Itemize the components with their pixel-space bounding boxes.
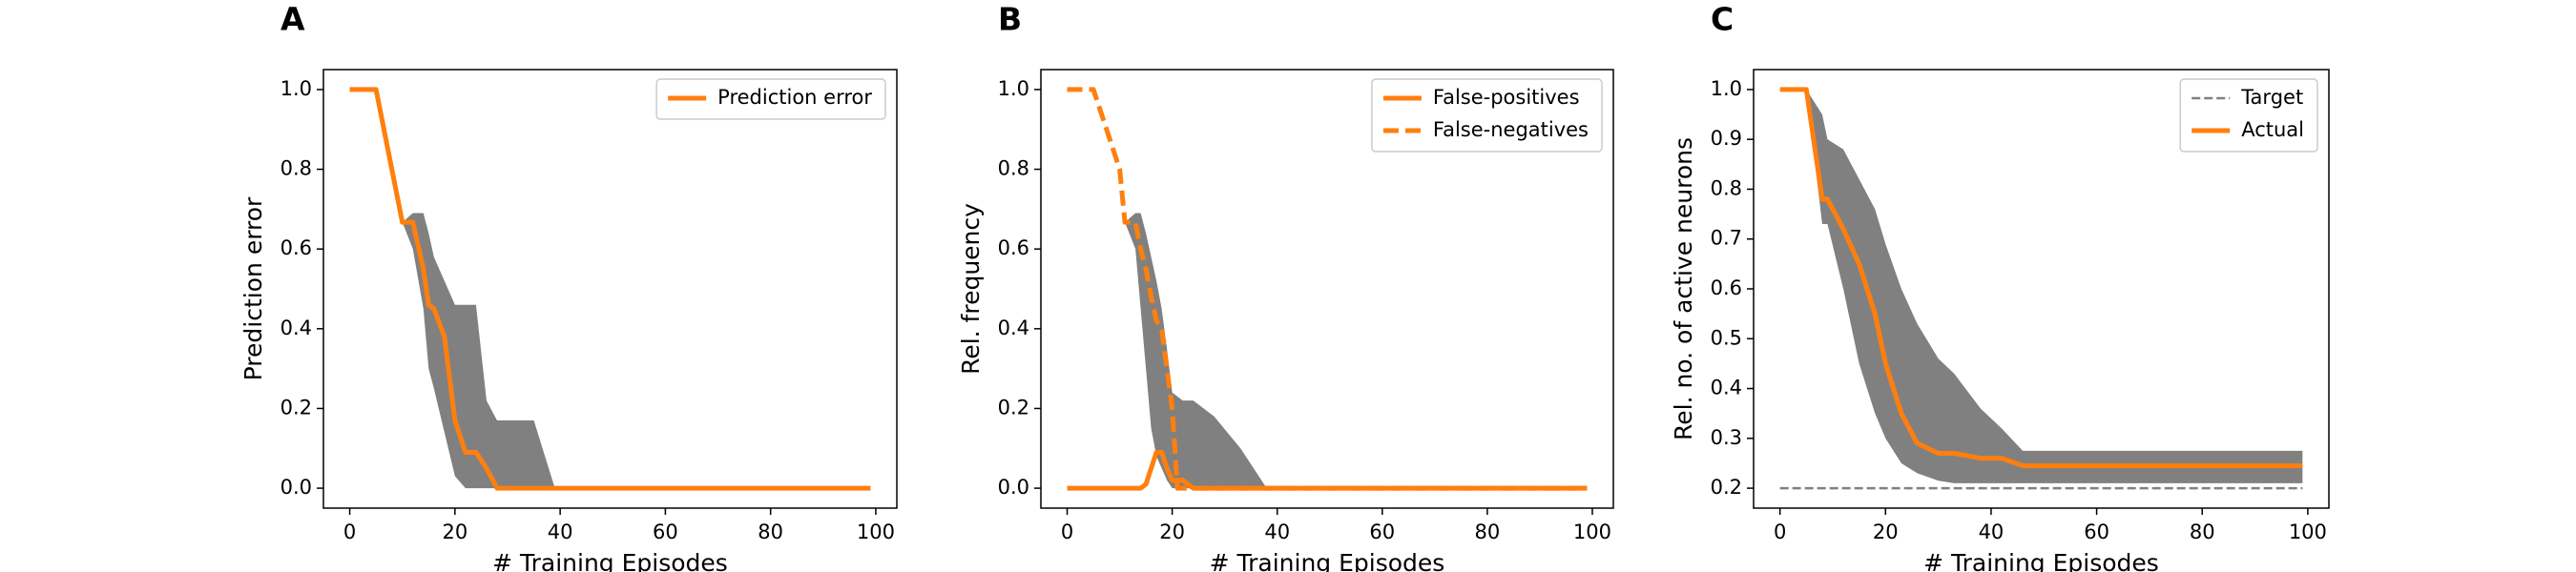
y-tick-label: 1.0 [1711,77,1742,100]
x-tick-label: 0 [1061,521,1073,543]
legend-frame [655,78,886,120]
y-tick-label: 0.4 [1711,377,1742,399]
x-tick-label: 60 [653,521,678,543]
legend: False-positives False-negatives [1371,78,1603,153]
y-tick-label: 1.0 [998,77,1029,100]
x-tick-label: 40 [548,521,573,543]
legend-frame [1371,78,1603,153]
band [349,89,871,489]
x-tick-label: 40 [1264,521,1290,543]
x-tick-label: 100 [857,521,895,543]
legend-label: Prediction error [717,86,872,109]
y-tick-label: 1.0 [280,77,312,100]
x-tick-label: 60 [1369,521,1395,543]
x-tick-label: 100 [1573,521,1611,543]
y-tick-label: 0.2 [998,396,1029,419]
panel-letter: A [280,1,305,38]
x-tick-label: 0 [1774,521,1786,543]
band [1779,89,2303,483]
x-axis-label: # Training Episodes [1210,549,1445,572]
series-line [1779,87,2303,469]
series-line [349,87,871,491]
y-tick-label: 0.0 [280,476,312,499]
y-tick-label: 0.4 [998,317,1029,339]
y-tick-label: 0.4 [280,317,312,339]
x-axis-label: # Training Episodes [1923,549,2159,572]
legend-label: False-negatives [1433,118,1589,141]
x-tick-label: 80 [1475,521,1501,543]
y-tick-label: 0.3 [1711,426,1742,449]
x-axis-label: # Training Episodes [492,549,728,572]
series-line [1067,449,1588,491]
series-line [1067,87,1588,491]
y-tick-label: 0.9 [1711,127,1742,150]
axes-frame [1040,69,1614,509]
x-tick-label: 80 [758,521,783,543]
x-tick-label: 60 [2084,521,2109,543]
x-tick-label: 80 [2190,521,2215,543]
y-axis-label: Prediction error [239,196,267,380]
y-tick-label: 0.2 [280,396,312,419]
x-tick-label: 40 [1979,521,2005,543]
legend-frame [2179,78,2318,153]
y-tick-label: 0.0 [998,476,1029,499]
legend-label: Actual [2241,118,2304,141]
y-tick-label: 0.5 [1711,326,1742,349]
axes-frame [322,69,898,509]
y-tick-label: 0.8 [1711,176,1742,199]
legend-label: Target [2240,86,2303,109]
x-tick-label: 20 [442,521,467,543]
panel-letter: C [1711,1,1734,38]
legend-label: False-positives [1433,86,1580,109]
y-tick-label: 0.6 [280,236,312,259]
y-tick-label: 0.7 [1711,227,1742,250]
y-tick-label: 0.8 [998,157,1029,180]
x-tick-label: 0 [343,521,356,543]
x-tick-label: 20 [1159,521,1185,543]
panel-letter: B [998,1,1022,38]
y-tick-label: 0.2 [1711,476,1742,499]
y-axis-label: Rel. frequency [957,203,985,375]
x-tick-label: 100 [2289,521,2327,543]
y-tick-label: 0.6 [998,236,1029,259]
y-tick-label: 0.8 [280,157,312,180]
y-tick-label: 0.6 [1711,276,1742,299]
legend: Target Actual [2179,78,2318,153]
x-tick-label: 20 [1873,521,1899,543]
y-axis-label: Rel. no. of active neurons [1670,137,1697,440]
legend: Prediction error [655,78,886,120]
